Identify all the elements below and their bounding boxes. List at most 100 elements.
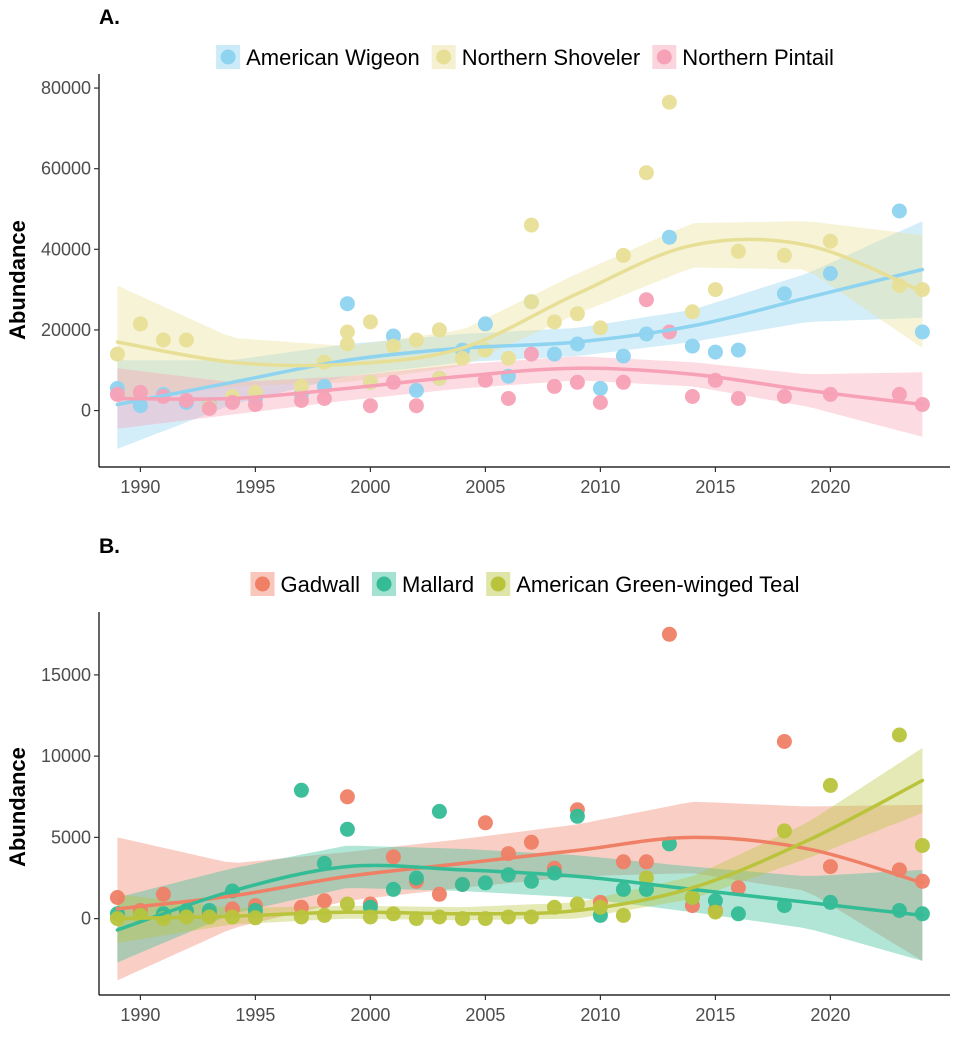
- panel-a-point-northern-shoveler: [914, 282, 930, 298]
- panel-b-trend-line-mallard: [115, 863, 925, 932]
- panel-b-point-gadwall: [109, 890, 125, 905]
- panel-a-point-american-wigeon: [477, 316, 493, 332]
- panel-a-point-northern-pintail: [293, 393, 309, 408]
- panel-a-point-american-wigeon: [592, 380, 608, 396]
- panel-b-point-gadwall: [523, 834, 539, 850]
- panel-a-ci-band-american-wigeon: [117, 221, 923, 449]
- panel-a-y-axis-title: Abundance: [5, 220, 30, 340]
- panel-b-point-mallard: [293, 782, 309, 798]
- panel-b-point-american-green-winged-teal: [431, 909, 447, 925]
- panel-b-point-american-green-winged-teal: [891, 727, 907, 743]
- panel-a-x-tick-label: 2000: [350, 477, 390, 497]
- panel-a-legend-item-northern-pintail: Northern Pintail: [652, 45, 834, 70]
- panel-a-point-northern-pintail: [776, 389, 792, 404]
- panel-a-point-american-wigeon: [776, 286, 792, 302]
- panel-a-legend-key-point: [656, 49, 672, 65]
- panel-a-y-tick-label: 40000: [41, 239, 91, 259]
- panel-a: A. American Wigeon Northern Shoveler North…: [5, 6, 950, 497]
- panel-b-point-american-green-winged-teal: [776, 823, 792, 839]
- panel-a-point-northern-shoveler: [730, 243, 746, 259]
- panel-b-point-mallard: [730, 906, 746, 922]
- panel-b-x-tick-label: 2015: [695, 1005, 735, 1025]
- panel-b-point-gadwall: [385, 849, 401, 865]
- panel-a-x-tick-label: 1990: [120, 477, 160, 497]
- panel-a-point-northern-pintail: [362, 398, 378, 414]
- panel-a-legend-key-point: [436, 49, 452, 65]
- panel-a-point-northern-pintail: [477, 372, 493, 388]
- panel-a-legend-label: American Wigeon: [246, 45, 420, 70]
- panel-b-x-tick-label: 2005: [465, 1005, 505, 1025]
- panel-a-legend-label: Northern Pintail: [682, 45, 834, 70]
- panel-b-x-tick-label: 2010: [580, 1005, 620, 1025]
- panel-b-point-gadwall: [638, 854, 654, 870]
- panel-b-point-american-green-winged-teal: [615, 907, 631, 923]
- panel-b-point-mallard: [500, 867, 516, 883]
- panel-a-point-american-wigeon: [730, 342, 746, 358]
- panel-a-point-northern-shoveler: [109, 346, 125, 362]
- panel-a-y-tick-label: 20000: [41, 320, 91, 340]
- panel-b-point-american-green-winged-teal: [569, 896, 585, 912]
- panel-a-point-northern-shoveler: [454, 350, 470, 366]
- panel-a-point-american-wigeon: [891, 203, 907, 219]
- panel-a-point-northern-shoveler: [385, 338, 401, 354]
- panel-a-x-tick-label: 2010: [580, 477, 620, 497]
- legend-a: American Wigeon Northern Shoveler Northern…: [216, 45, 834, 70]
- panel-a-point-northern-pintail: [684, 389, 700, 404]
- panel-a-point-northern-shoveler: [569, 306, 585, 322]
- panel-b: B. Gadwall Mallard American Green-winged T…: [5, 535, 950, 1025]
- panel-a-legend-item-american-wigeon: American Wigeon: [216, 45, 420, 70]
- panel-b-y-axis-title: Abundance: [5, 747, 30, 867]
- panel-b-point-american-green-winged-teal: [684, 890, 700, 905]
- panel-a-point-northern-pintail: [523, 346, 539, 362]
- panel-a-point-american-wigeon: [615, 348, 631, 364]
- panel-a-point-northern-shoveler: [615, 247, 631, 263]
- panel-a-plot-area: 1990 1995 2000 2005 2010 2015 2020 0 20000 40000 6…: [41, 74, 950, 497]
- panel-b-point-gadwall: [661, 626, 677, 642]
- panel-b-point-american-green-winged-teal: [500, 909, 516, 925]
- panel-a-point-american-wigeon: [822, 266, 838, 281]
- panel-b-point-mallard: [454, 877, 470, 892]
- panel-a-point-northern-shoveler: [523, 294, 539, 310]
- panel-b-legend-key-point: [255, 576, 270, 592]
- panel-a-point-northern-shoveler: [707, 282, 723, 298]
- panel-b-x-tick-label: 1990: [120, 1005, 160, 1025]
- panel-b-tag: B.: [99, 535, 120, 558]
- panel-b-point-mallard: [385, 881, 401, 897]
- panel-b-y-tick-label: 10000: [41, 746, 91, 766]
- panel-b-point-gadwall: [477, 815, 493, 831]
- panel-a-point-northern-pintail: [201, 401, 217, 416]
- panel-a-point-northern-pintail: [408, 398, 424, 414]
- panel-a-trend-line-american-wigeon: [115, 267, 925, 407]
- panel-a-point-northern-shoveler: [592, 320, 608, 336]
- panel-a-point-northern-shoveler: [178, 332, 194, 348]
- panel-a-legend-item-northern-shoveler: Northern Shoveler: [431, 45, 641, 70]
- panel-a-point-northern-pintail: [615, 374, 631, 390]
- panel-b-point-mallard: [431, 803, 447, 819]
- panel-a-point-northern-pintail: [546, 378, 562, 394]
- panel-b-point-gadwall: [155, 886, 171, 902]
- panel-a-point-american-wigeon: [408, 382, 424, 398]
- panel-a-point-american-wigeon: [339, 296, 355, 312]
- panel-a-point-northern-shoveler: [293, 378, 309, 394]
- panel-a-y-tick-label: 80000: [41, 78, 91, 98]
- panel-b-point-gadwall: [822, 859, 838, 875]
- panel-b-point-gadwall: [730, 880, 746, 896]
- panel-a-point-northern-pintail: [247, 397, 263, 412]
- panel-b-x-tick-label: 2000: [350, 1005, 390, 1025]
- panel-b-legend-label: American Green-winged Teal: [516, 572, 799, 597]
- panel-a-point-northern-pintail: [132, 384, 148, 400]
- panel-b-point-mallard: [523, 873, 539, 889]
- panel-b-legend-key-point: [490, 576, 506, 592]
- panel-b-point-gadwall: [776, 734, 792, 749]
- panel-a-trend-line-northern-pintail: [115, 366, 925, 407]
- panel-a-point-northern-shoveler: [638, 165, 654, 181]
- panel-a-legend-label: Northern Shoveler: [462, 45, 641, 70]
- panel-a-point-american-wigeon: [684, 338, 700, 354]
- panel-a-y-tick-label: 0: [81, 401, 91, 421]
- panel-b-point-mallard: [339, 821, 355, 837]
- panel-a-point-northern-shoveler: [408, 332, 424, 348]
- panel-b-y-tick-label: 5000: [51, 827, 91, 847]
- panel-a-point-american-wigeon: [661, 229, 677, 245]
- panel-a-point-northern-pintail: [730, 391, 746, 406]
